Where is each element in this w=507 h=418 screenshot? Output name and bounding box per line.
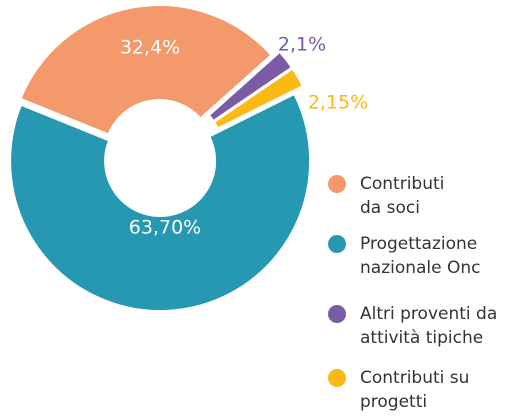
legend-marker	[328, 175, 346, 193]
slice-label: 2,15%	[308, 92, 368, 114]
slice	[212, 67, 305, 130]
slice-label: 32,4%	[120, 37, 180, 59]
slice-label: 63,70%	[129, 217, 201, 239]
legend-marker	[328, 369, 346, 387]
slice-label: 2,1%	[278, 34, 326, 56]
legend-label: Contributi su progetti	[360, 368, 470, 412]
legend-label: Altri proventi da attività tipiche	[360, 304, 498, 348]
legend-label: Progettazione nazionale Onc	[360, 234, 481, 278]
legend-marker	[328, 235, 346, 253]
slice	[19, 4, 273, 136]
slice	[9, 92, 312, 312]
legend-label: Contributi da soci	[360, 174, 445, 218]
legend-marker	[328, 305, 346, 323]
slice	[207, 50, 294, 123]
